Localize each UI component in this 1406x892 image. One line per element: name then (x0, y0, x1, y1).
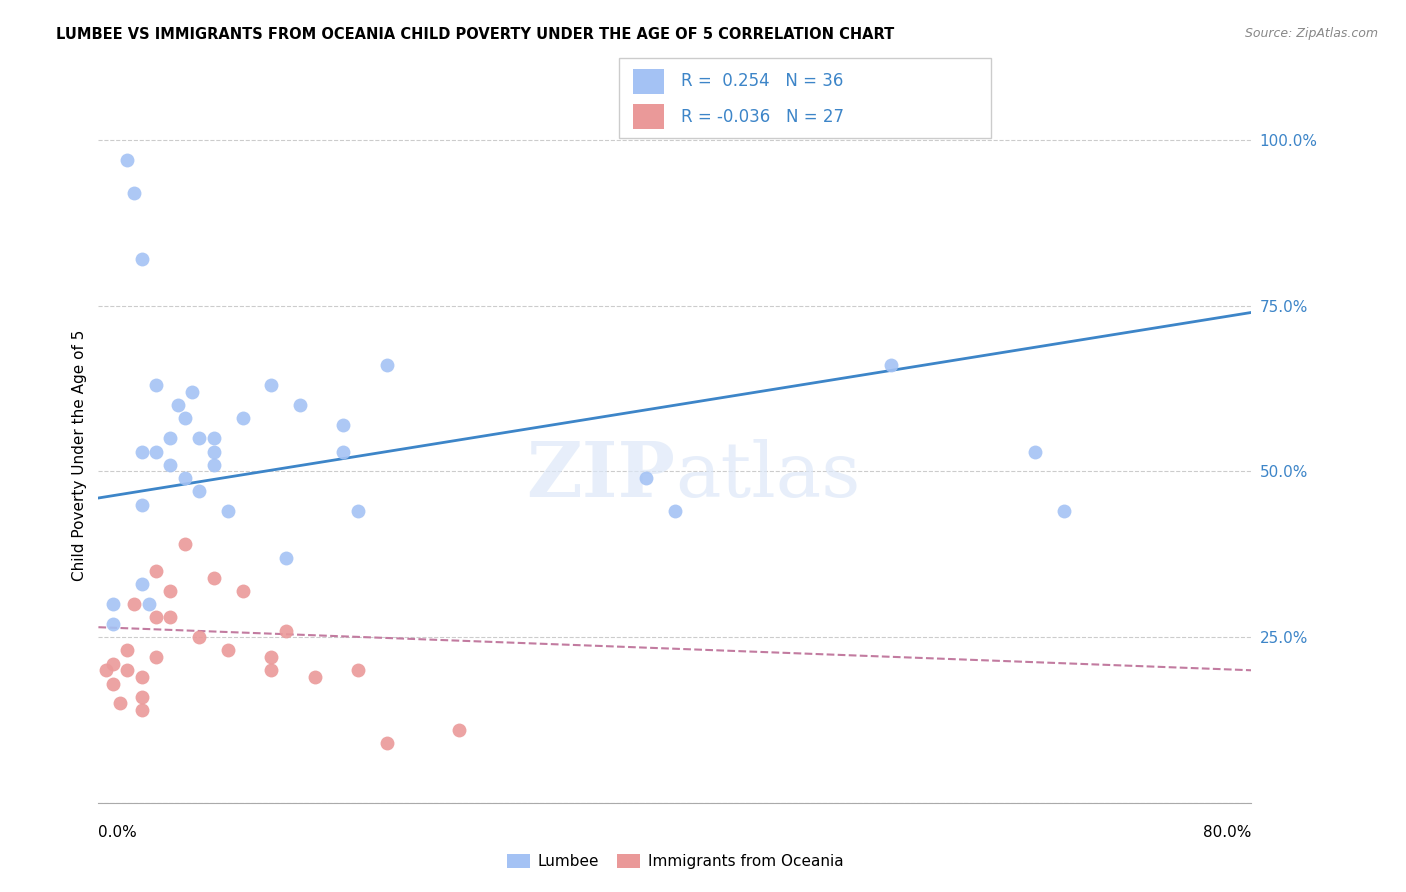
Point (202, 458, 225, 472)
Point (260, 663, 283, 677)
Text: 0.0%: 0.0% (98, 825, 138, 840)
Point (145, 650, 167, 665)
Point (346, 504, 368, 518)
Text: 80.0%: 80.0% (1204, 825, 1251, 840)
Point (94, 663, 117, 677)
Point (159, 583, 181, 598)
Point (188, 484, 211, 499)
Text: LUMBEE VS IMMIGRANTS FROM OCEANIA CHILD POVERTY UNDER THE AGE OF 5 CORRELATION C: LUMBEE VS IMMIGRANTS FROM OCEANIA CHILD … (56, 27, 894, 42)
Point (375, 736, 398, 750)
Point (145, 610, 167, 624)
Point (1024, 444, 1046, 458)
Point (217, 504, 239, 518)
Point (145, 378, 167, 392)
Point (260, 378, 283, 392)
Point (1053, 504, 1076, 518)
Point (447, 723, 470, 737)
Point (131, 252, 153, 267)
Point (117, 643, 139, 657)
Y-axis label: Child Poverty Under the Age of 5: Child Poverty Under the Age of 5 (72, 329, 87, 581)
Point (145, 564, 167, 578)
Point (131, 577, 153, 591)
Point (159, 431, 181, 445)
Point (332, 418, 354, 433)
Point (166, 398, 188, 412)
Point (101, 657, 124, 671)
Point (181, 384, 204, 399)
Text: R = -0.036   N = 27: R = -0.036 N = 27 (681, 108, 844, 126)
Point (231, 411, 254, 425)
Point (290, 398, 312, 412)
Point (636, 471, 658, 485)
Point (131, 444, 153, 458)
Point (202, 431, 225, 445)
Point (101, 597, 124, 611)
Point (108, 697, 131, 711)
Point (174, 471, 197, 485)
Point (138, 597, 160, 611)
Point (346, 663, 368, 677)
Point (159, 610, 181, 624)
Point (202, 444, 225, 458)
Point (131, 690, 153, 704)
Point (117, 663, 139, 677)
Point (131, 703, 153, 717)
Point (131, 498, 153, 512)
Point (880, 359, 903, 373)
Point (260, 650, 283, 665)
Point (231, 583, 254, 598)
Point (202, 570, 225, 584)
Point (217, 643, 239, 657)
Point (274, 624, 297, 638)
Point (332, 444, 354, 458)
Point (159, 458, 181, 472)
Point (145, 444, 167, 458)
Point (304, 670, 326, 684)
Point (188, 431, 211, 445)
Point (101, 676, 124, 690)
Point (188, 630, 211, 644)
Text: ZIP: ZIP (526, 439, 675, 513)
Legend: Lumbee, Immigrants from Oceania: Lumbee, Immigrants from Oceania (501, 848, 849, 875)
Point (375, 359, 398, 373)
Point (174, 411, 197, 425)
Text: Source: ZipAtlas.com: Source: ZipAtlas.com (1244, 27, 1378, 40)
Point (124, 186, 146, 201)
Point (101, 616, 124, 631)
Point (274, 550, 297, 565)
Point (664, 504, 686, 518)
Point (124, 597, 146, 611)
Text: atlas: atlas (675, 439, 860, 513)
Point (174, 537, 197, 551)
Point (131, 670, 153, 684)
Text: R =  0.254   N = 36: R = 0.254 N = 36 (681, 72, 842, 90)
Point (117, 153, 139, 167)
